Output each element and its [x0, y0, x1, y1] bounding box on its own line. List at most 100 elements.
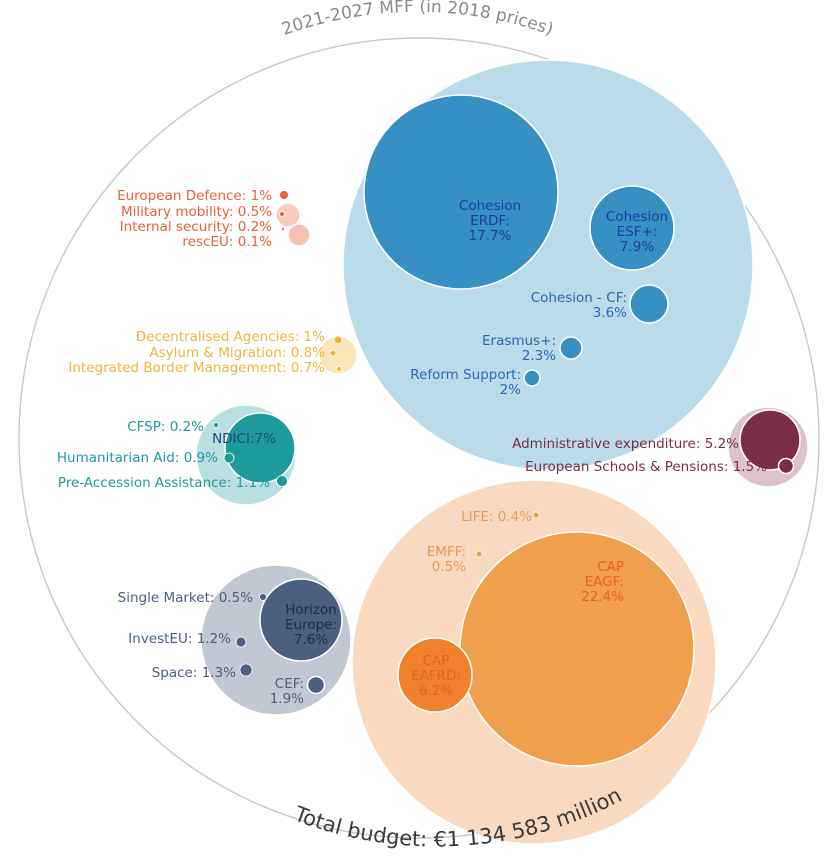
item-label-line: EMFF:	[427, 544, 466, 560]
item-label-cohesion-values-1: Cohesion ESF+: 7.9%	[606, 209, 668, 255]
group-bubble-security-defence	[275, 202, 301, 228]
item-label-line: Cohesion	[606, 209, 668, 225]
item-bubble-single-market-0	[259, 578, 343, 662]
item-label-line: CAP	[597, 559, 624, 575]
item-bubble-natural-resources-3	[532, 511, 540, 519]
item-label-line: LIFE: 0.4%	[461, 509, 532, 525]
item-label-administration-1: European Schools & Pensions: 1.5%	[525, 459, 767, 475]
item-label-security-defence-1: Military mobility: 0.5%	[121, 204, 272, 220]
item-bubble-cohesion-values-4	[523, 369, 541, 387]
item-label-security-defence-0: European Defence: 1%	[117, 188, 272, 204]
item-label-natural-resources-2: EMFF: 0.5%	[427, 544, 466, 575]
item-label-line: 0.5%	[432, 559, 466, 575]
items-layer	[213, 94, 801, 767]
item-label-cohesion-values-2: Cohesion - CF: 3.6%	[531, 290, 627, 321]
item-bubble-single-market-4	[306, 675, 326, 695]
item-bubble-single-market-3	[239, 663, 253, 677]
item-label-line: EAFRD:	[411, 668, 461, 684]
item-label-line: 2%	[500, 382, 522, 398]
item-label-cohesion-values-3: Erasmus+: 2.3%	[482, 333, 556, 364]
item-label-line: European Defence: 1%	[117, 188, 272, 204]
item-bubble-neighbourhood-world-3	[276, 475, 288, 487]
item-label-single-market-4: CEF: 1.9%	[270, 676, 304, 707]
item-label-line: Integrated Border Management: 0.7%	[68, 360, 325, 376]
item-label-line: Asylum & Migration: 0.8%	[149, 345, 325, 361]
item-label-line: Decentralised Agencies: 1%	[136, 329, 325, 345]
item-bubble-single-market-1	[259, 593, 267, 601]
item-bubble-security-defence-3	[287, 223, 311, 247]
item-label-line: Cohesion	[459, 198, 521, 214]
item-label-line: 22.4%	[581, 589, 624, 605]
item-bubble-security-defence-1	[279, 211, 285, 217]
item-label-natural-resources-1: CAP EAFRD: 6.2%	[411, 653, 461, 699]
item-label-line: 17.7%	[469, 228, 512, 244]
item-bubble-neighbourhood-world-1	[213, 422, 219, 428]
item-label-migration-border-2: Integrated Border Management: 0.7%	[68, 360, 325, 376]
item-label-security-defence-3: rescEU: 0.1%	[182, 234, 272, 250]
item-bubble-natural-resources-2	[475, 550, 483, 558]
item-bubble-single-market-2	[235, 636, 247, 648]
item-label-line: Administrative expenditure: 5.2%	[512, 436, 739, 452]
item-bubble-administration-1	[777, 457, 795, 475]
labels-layer: Cohesion ERDF: 17.7%Cohesion ESF+: 7.9%Cohes…	[57, 188, 767, 707]
item-label-neighbourhood-world-1: CFSP: 0.2%	[127, 419, 204, 435]
item-label-line: CEF:	[275, 676, 304, 692]
item-label-neighbourhood-world-2: Humanitarian Aid: 0.9%	[57, 450, 218, 466]
item-label-single-market-2: InvestEU: 1.2%	[128, 631, 231, 647]
item-label-line: EAGF:	[585, 574, 624, 590]
item-label-line: 6.2%	[419, 683, 453, 699]
item-bubble-natural-resources-1	[397, 637, 473, 713]
item-bubble-neighbourhood-world-2	[223, 452, 235, 464]
item-label-line: Military mobility: 0.5%	[121, 204, 272, 220]
item-label-line: Humanitarian Aid: 0.9%	[57, 450, 218, 466]
item-label-migration-border-0: Decentralised Agencies: 1%	[136, 329, 325, 345]
item-label-line: CFSP: 0.2%	[127, 419, 204, 435]
item-bubble-migration-border-1	[329, 349, 337, 357]
item-bubble-cohesion-values-2	[629, 284, 669, 324]
item-label-single-market-3: Space: 1.3%	[152, 665, 236, 681]
item-bubble-migration-border-2	[336, 366, 342, 372]
item-label-line: 3.6%	[593, 305, 627, 321]
item-label-line: CAP	[423, 653, 450, 669]
item-label-line: 2.3%	[522, 348, 556, 364]
item-label-neighbourhood-world-3: Pre-Accession Assistance: 1.1%	[58, 475, 270, 491]
item-label-line: Internal security: 0.2%	[120, 219, 273, 235]
item-label-line: Horizon	[285, 602, 337, 618]
item-bubble-natural-resources-0	[459, 531, 695, 767]
item-label-line: Europe:	[285, 617, 337, 633]
item-label-cohesion-values-0: Cohesion ERDF: 17.7%	[459, 198, 521, 244]
item-bubble-security-defence-0	[279, 190, 289, 200]
item-label-line: Space: 1.3%	[152, 665, 236, 681]
item-label-line: 1.9%	[270, 691, 304, 707]
item-label-line: NDICI:7%	[212, 431, 276, 447]
item-bubble-cohesion-values-1	[589, 185, 675, 271]
item-bubble-neighbourhood-world-0	[224, 412, 296, 484]
item-label-administration-0: Administrative expenditure: 5.2%	[512, 436, 739, 452]
item-label-cohesion-values-4: Reform Support: 2%	[410, 367, 521, 398]
item-bubble-administration-0	[739, 409, 801, 471]
item-label-line: 7.9%	[620, 239, 654, 255]
item-label-line: ERDF:	[470, 213, 510, 229]
item-label-line: Single Market: 0.5%	[118, 590, 254, 606]
item-label-single-market-1: Single Market: 0.5%	[118, 590, 254, 606]
item-label-line: Erasmus+:	[482, 333, 556, 349]
item-label-line: InvestEU: 1.2%	[128, 631, 231, 647]
item-bubble-migration-border-0	[333, 335, 343, 345]
item-label-line: European Schools & Pensions: 1.5%	[525, 459, 767, 475]
outer-circle	[18, 37, 820, 839]
item-label-single-market-0: Horizon Europe: 7.6%	[285, 602, 337, 648]
item-label-line: rescEU: 0.1%	[182, 234, 272, 250]
item-label-line: Cohesion - CF:	[531, 290, 627, 306]
item-label-line: Pre-Accession Assistance: 1.1%	[58, 475, 270, 491]
item-label-neighbourhood-world-0: NDICI:7%	[212, 431, 276, 447]
item-label-migration-border-1: Asylum & Migration: 0.8%	[149, 345, 325, 361]
item-bubble-cohesion-values-0	[363, 94, 559, 290]
chart-title-path: 2021-2027 MFF (in 2018 prices)	[279, 0, 556, 40]
item-label-line: ESF+:	[617, 224, 658, 240]
item-label-security-defence-2: Internal security: 0.2%	[120, 219, 273, 235]
item-bubble-security-defence-2	[281, 227, 285, 231]
chart-title: 2021-2027 MFF (in 2018 prices)	[279, 0, 556, 40]
item-label-line: Reform Support:	[410, 367, 521, 383]
